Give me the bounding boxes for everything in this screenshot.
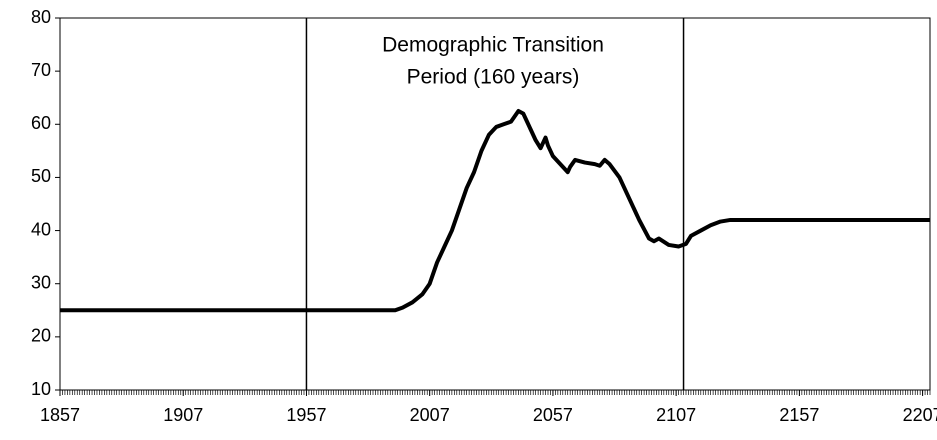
- x-tick-label: 2157: [779, 405, 819, 425]
- y-tick-label: 50: [31, 166, 51, 186]
- y-tick-label: 40: [31, 219, 51, 239]
- x-tick-label: 2107: [656, 405, 696, 425]
- x-tick-label: 1957: [286, 405, 326, 425]
- y-tick-label: 80: [31, 7, 51, 27]
- y-tick-label: 10: [31, 379, 51, 399]
- x-tick-label: 2207: [903, 405, 937, 425]
- x-tick-label: 1907: [163, 405, 203, 425]
- y-tick-label: 70: [31, 60, 51, 80]
- x-tick-label: 1857: [40, 405, 80, 425]
- y-tick-label: 20: [31, 326, 51, 346]
- plot-frame: [59, 17, 931, 391]
- y-tick-label: 30: [31, 272, 51, 292]
- annotation: Demographic Transition: [382, 34, 604, 57]
- y-tick-label: 60: [31, 113, 51, 133]
- x-tick-label: 2007: [410, 405, 450, 425]
- x-tick-label: 2057: [533, 405, 573, 425]
- annotation: Period (160 years): [407, 66, 580, 89]
- data-line: [60, 109, 930, 313]
